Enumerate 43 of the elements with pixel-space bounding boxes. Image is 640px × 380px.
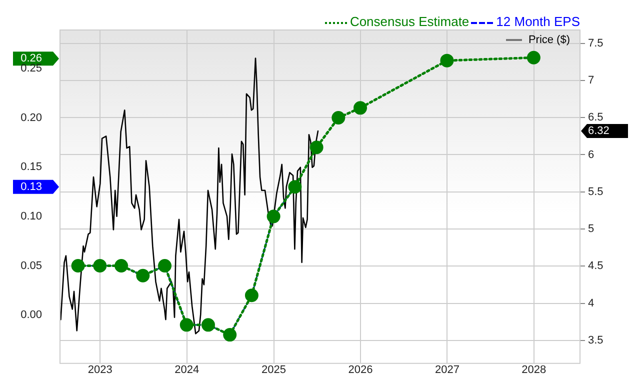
y2-tick-label: 6.5	[588, 112, 604, 124]
y2-tick-label: 5.5	[588, 186, 604, 198]
y-tick-label: 0.00	[20, 309, 42, 322]
y2-tick-label: 4.5	[588, 260, 604, 272]
point	[136, 268, 150, 282]
point	[114, 259, 128, 272]
y-tick-label: 0.25	[20, 62, 42, 74]
y-tick-label: 0.26	[20, 52, 42, 65]
y2-tick-label: 6	[588, 148, 594, 161]
y-tick-label: 0.05	[20, 260, 42, 272]
y2-tick-label: 7.5	[588, 37, 604, 50]
point	[288, 180, 302, 194]
point	[223, 328, 237, 342]
y-tick-label: 0.13	[20, 180, 42, 193]
point	[158, 259, 172, 272]
x-tick-label: 2026	[348, 364, 373, 376]
y2-tick-label: 3.5	[588, 334, 604, 346]
point	[71, 259, 85, 272]
y2-tick-label: 6.32	[588, 125, 610, 138]
y2-tick-label: 7	[588, 74, 594, 87]
point	[180, 318, 194, 332]
point	[440, 54, 454, 68]
x-tick-label: 2023	[88, 364, 112, 376]
x-tick-label: 2024	[174, 364, 200, 376]
y-tick-label: 0.15	[20, 161, 42, 174]
y2-tick-label: 5	[588, 223, 594, 236]
x-tick-label: 2028	[522, 364, 546, 376]
text: Price ($)	[528, 34, 570, 46]
x-tick-label: 2025	[262, 364, 286, 376]
x-tick-label: 2027	[434, 364, 460, 376]
point	[266, 210, 280, 224]
y2-tick-label: 4	[588, 297, 594, 310]
y-tick-label: 0.20	[20, 112, 42, 124]
point	[93, 259, 107, 272]
y-tick-label: 0.10	[20, 210, 42, 222]
point	[526, 50, 540, 64]
point	[354, 101, 368, 115]
point	[310, 140, 324, 154]
legend-label: Consensus Estimate	[350, 14, 470, 29]
legend-label: 12 Month EPS	[496, 14, 580, 29]
point	[244, 288, 258, 302]
point	[201, 318, 215, 332]
point	[332, 111, 346, 125]
